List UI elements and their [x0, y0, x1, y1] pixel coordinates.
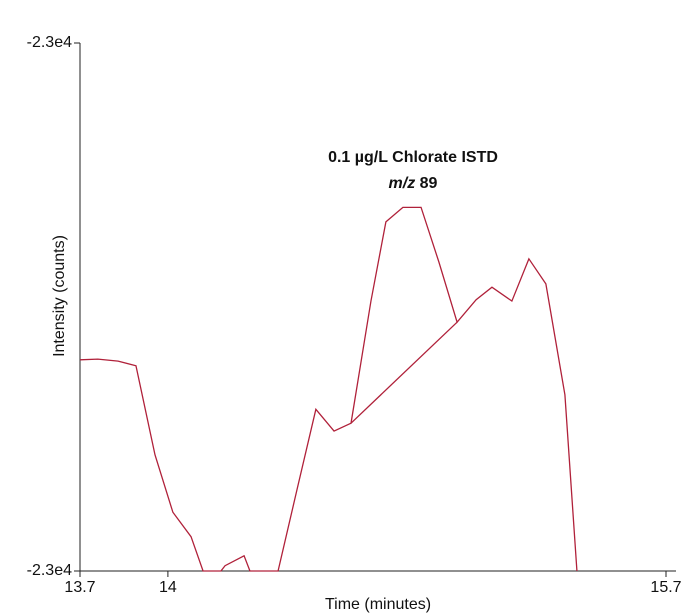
- chart-title: 0.1 µg/L Chlorate ISTD: [328, 149, 498, 166]
- x-tick-label: 15.7: [650, 579, 681, 596]
- y-axis-label: Intensity (counts): [51, 235, 68, 357]
- chart-subtitle: m/z 89: [389, 175, 438, 192]
- data-line: [350, 321, 458, 424]
- y-tick-label: -2.3e4: [27, 34, 72, 51]
- y-tick-label: -2.3e4: [27, 562, 72, 579]
- x-axis-label: Time (minutes): [325, 596, 431, 613]
- subtitle-italic: m/z: [389, 175, 416, 192]
- data-line: [79, 206, 578, 572]
- x-tick-label: 13.7: [64, 579, 95, 596]
- subtitle-value: 89: [420, 175, 438, 192]
- x-tick-label: 14: [159, 579, 177, 596]
